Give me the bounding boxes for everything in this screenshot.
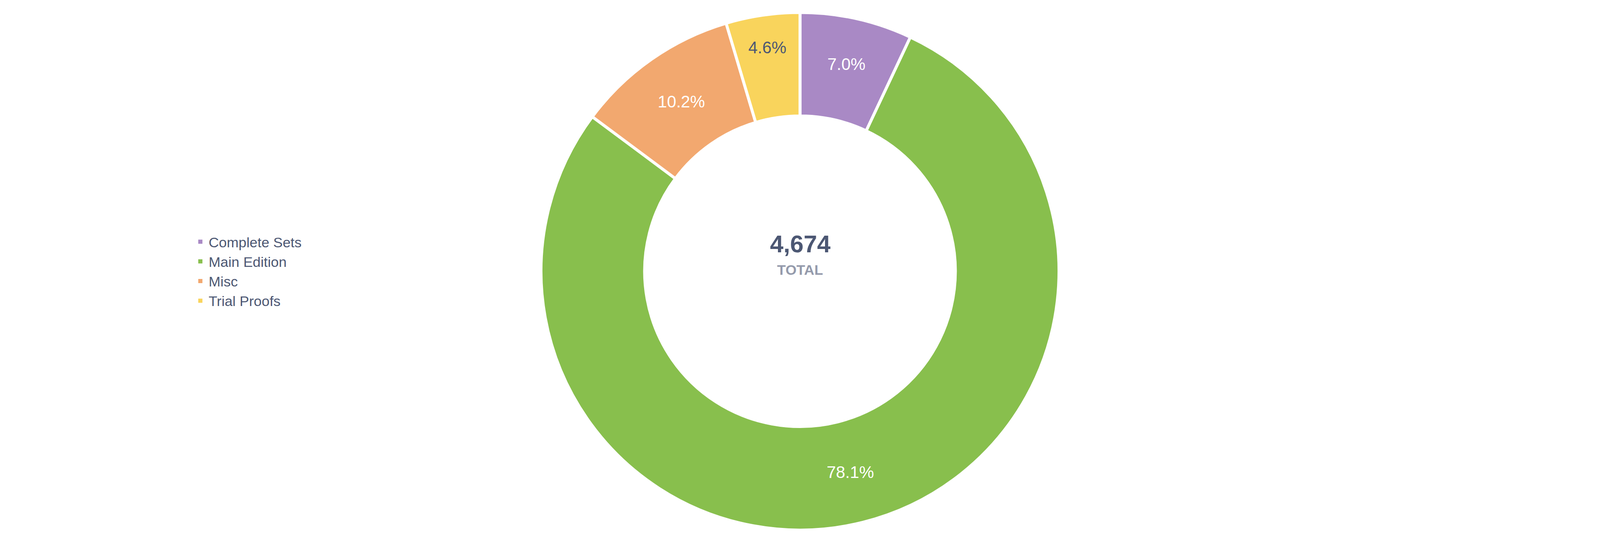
svg-text:78.1%: 78.1%	[826, 463, 874, 482]
svg-text:4.6%: 4.6%	[748, 38, 787, 57]
svg-text:4,674: 4,674	[770, 230, 831, 258]
svg-text:10.2%: 10.2%	[657, 92, 705, 111]
svg-text:Main Edition: Main Edition	[208, 254, 287, 270]
svg-text:TOTAL: TOTAL	[777, 262, 823, 278]
svg-text:7.0%: 7.0%	[827, 55, 866, 74]
svg-text:Trial Proofs: Trial Proofs	[208, 293, 281, 310]
svg-text:Complete Sets: Complete Sets	[208, 234, 302, 251]
svg-text:Misc: Misc	[208, 273, 238, 290]
